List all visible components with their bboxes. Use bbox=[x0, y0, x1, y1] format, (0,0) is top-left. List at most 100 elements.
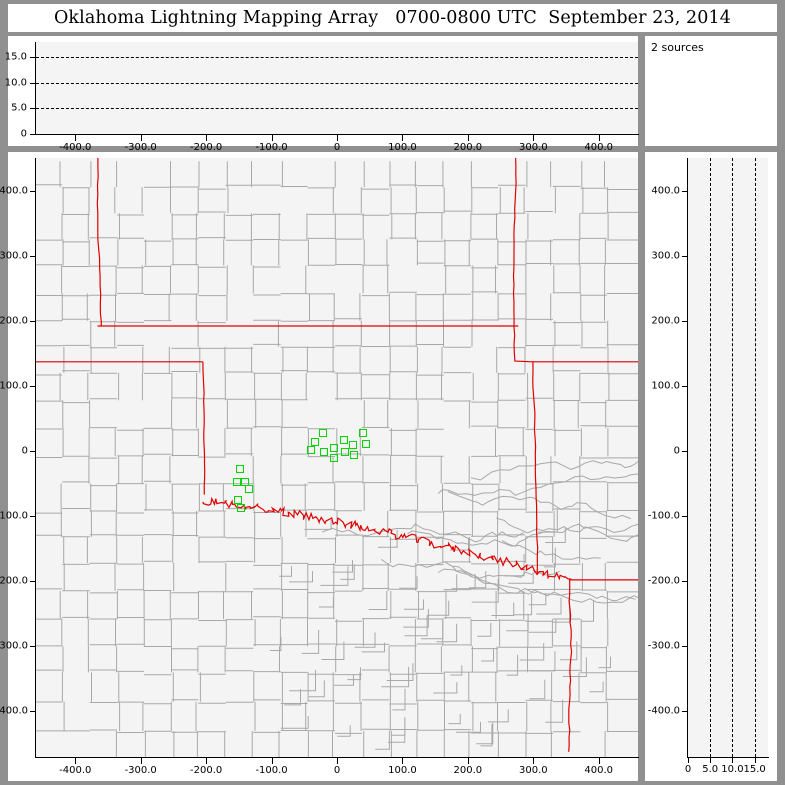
x-tick-label--200.0: -200.0 bbox=[190, 142, 223, 153]
lightning-source-marker bbox=[307, 446, 316, 455]
boundary-line bbox=[36, 370, 638, 376]
boundary-line bbox=[202, 496, 572, 581]
y-tick-label-0: 0 bbox=[21, 445, 28, 457]
y-tick-200.0 bbox=[30, 320, 36, 322]
boundary-line bbox=[496, 517, 638, 542]
y-tick--100.0 bbox=[682, 516, 688, 518]
boundary-line bbox=[277, 161, 284, 757]
boundary-line bbox=[495, 187, 501, 757]
x-tick-label-15.0: 15.0 bbox=[743, 764, 766, 775]
lightning-source-marker bbox=[329, 453, 338, 462]
x-tick-label--100.0: -100.0 bbox=[255, 142, 288, 153]
boundary-line bbox=[59, 161, 65, 731]
y-axis-line bbox=[35, 42, 37, 135]
boundary-line bbox=[452, 565, 638, 604]
y-tick-label-0: 0 bbox=[20, 128, 27, 140]
x-tick-label-0: 0 bbox=[333, 142, 341, 153]
gridline-x-5 bbox=[710, 158, 712, 757]
boundary-line bbox=[36, 318, 607, 324]
x-tick--400.0 bbox=[75, 135, 77, 141]
y-tick-label-10.0: 10.0 bbox=[4, 77, 27, 89]
lightning-source-marker bbox=[329, 443, 338, 452]
boundary-line bbox=[141, 187, 147, 757]
y-tick--200.0 bbox=[30, 581, 36, 583]
altitude-east-west-panel: 0 5.0 10.0 15.0 -400.0 -300.0 -200.0 -100.0 0 100… bbox=[5, 36, 639, 153]
x-axis-line bbox=[687, 757, 769, 759]
x-tick-10.0 bbox=[732, 758, 734, 763]
boundary-line bbox=[36, 616, 581, 622]
y-tick-label--300.0: -300.0 bbox=[647, 640, 680, 652]
x-tick-100.0 bbox=[402, 758, 404, 764]
lightning-source-marker bbox=[310, 437, 319, 446]
boundary-line bbox=[470, 460, 638, 481]
x-axis-line bbox=[35, 757, 639, 759]
lightning-source-marker bbox=[361, 439, 370, 448]
boundary-line bbox=[62, 480, 638, 487]
x-tick-label-100.0: 100.0 bbox=[388, 142, 417, 153]
gridline-x-15 bbox=[754, 158, 756, 757]
boundary-line bbox=[36, 237, 638, 243]
gridline-y-15.0 bbox=[36, 57, 638, 59]
boundary-line bbox=[359, 161, 365, 757]
x-tick-label-100.0: 100.0 bbox=[388, 765, 417, 776]
boundary-line bbox=[250, 161, 257, 757]
y-tick-400.0 bbox=[682, 190, 688, 192]
x-tick-5.0 bbox=[710, 758, 712, 763]
y-tick-label-100.0: 100.0 bbox=[651, 380, 680, 392]
y-tick-100.0 bbox=[30, 385, 36, 387]
boundary-line bbox=[202, 361, 206, 495]
x-tick--300.0 bbox=[140, 135, 142, 141]
y-tick-100.0 bbox=[682, 385, 688, 387]
x-tick-label-300.0: 300.0 bbox=[518, 142, 548, 153]
y-tick-label--400.0: -400.0 bbox=[0, 705, 28, 717]
x-tick-label-10.0: 10.0 bbox=[721, 764, 744, 775]
lightning-source-marker bbox=[350, 450, 358, 459]
boundary-line bbox=[414, 161, 419, 757]
map-plot-area[interactable] bbox=[36, 158, 638, 757]
boundary-line bbox=[568, 579, 573, 752]
x-tick-0 bbox=[337, 135, 338, 141]
y-tick-label-400.0: 400.0 bbox=[651, 185, 680, 197]
boundary-line bbox=[577, 161, 584, 702]
y-tick-15.0 bbox=[30, 57, 36, 59]
y-tick-300.0 bbox=[682, 255, 688, 257]
lightning-source-marker bbox=[318, 428, 327, 437]
boundary-line bbox=[440, 161, 447, 757]
y-tick-label-100.0: 100.0 bbox=[0, 380, 28, 392]
map-vector-layer bbox=[36, 158, 638, 757]
boundary-line bbox=[532, 361, 539, 574]
boundary-line bbox=[512, 158, 533, 363]
y-tick--300.0 bbox=[30, 646, 36, 648]
x-tick-100.0 bbox=[402, 135, 404, 141]
y-tick-label--300.0: -300.0 bbox=[0, 640, 28, 652]
y-axis-line bbox=[35, 158, 37, 758]
x-tick-label--400.0: -400.0 bbox=[59, 142, 92, 153]
boundary-line bbox=[437, 473, 638, 496]
y-tick-label-5.0: 5.0 bbox=[11, 102, 27, 114]
x-tick-200.0 bbox=[467, 135, 469, 141]
altitude-north-south-plot-area bbox=[688, 158, 768, 757]
source-count-label: 2 sources bbox=[651, 41, 704, 54]
x-tick-label--300.0: -300.0 bbox=[124, 142, 157, 153]
boundary-line bbox=[447, 491, 632, 520]
y-tick--400.0 bbox=[30, 711, 36, 713]
x-tick-label--400.0: -400.0 bbox=[59, 765, 92, 776]
x-tick-label-300.0: 300.0 bbox=[518, 765, 548, 776]
boundary-line bbox=[86, 161, 92, 702]
boundary-line bbox=[407, 530, 601, 560]
y-tick-0 bbox=[30, 134, 36, 135]
boundary-line bbox=[96, 158, 102, 326]
boundary-line bbox=[36, 262, 638, 269]
boundary-line bbox=[522, 161, 529, 757]
boundary-line bbox=[381, 558, 560, 579]
y-tick-label-200.0: 200.0 bbox=[651, 315, 680, 327]
x-tick-label-200.0: 200.0 bbox=[453, 765, 483, 776]
boundary-line bbox=[36, 669, 638, 676]
boundary-line bbox=[604, 161, 610, 757]
altitude-east-west-plot-area bbox=[36, 42, 638, 134]
source-count-panel: 2 sources bbox=[645, 36, 777, 146]
map-panel: 400.0 300.0 200.0 100.0 0 -100.0 -200.0 -300.0 -… bbox=[0, 152, 639, 781]
y-tick-label-300.0: 300.0 bbox=[0, 250, 28, 262]
x-tick--400.0 bbox=[75, 758, 77, 764]
